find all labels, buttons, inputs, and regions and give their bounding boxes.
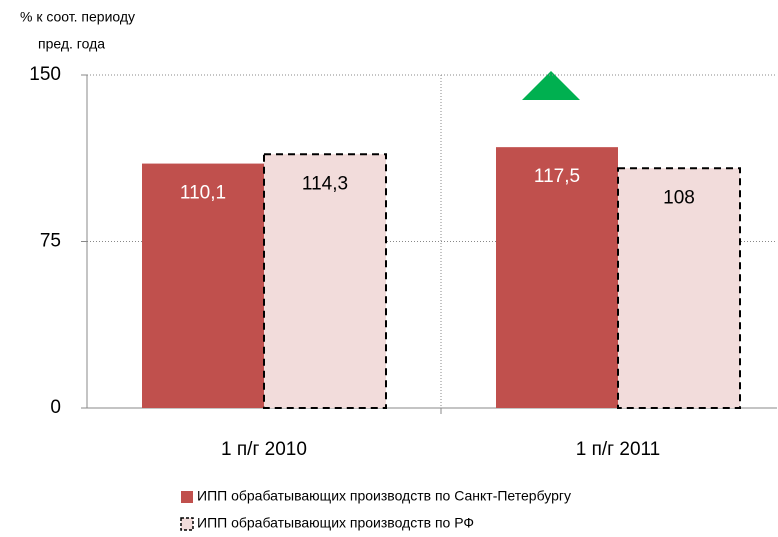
bar	[617, 167, 741, 409]
y-tick-label: 0	[50, 397, 61, 418]
legend-label: ИПП обрабатывающих производств по Санкт-…	[197, 488, 571, 504]
bar	[263, 153, 387, 409]
data-label: 117,5	[534, 166, 580, 187]
y-axis-label: пред. года	[38, 36, 105, 52]
y-tick-label: 150	[29, 64, 61, 85]
growth-marker	[522, 71, 580, 100]
data-label: 114,3	[302, 173, 348, 194]
y-axis-label: % к соот. периоду	[20, 9, 135, 25]
bar	[142, 163, 264, 408]
legend-swatch	[181, 491, 193, 503]
legend-label: ИПП обрабатывающих производств по РФ	[197, 515, 474, 531]
bar	[496, 147, 618, 408]
legend-swatch	[180, 517, 194, 531]
x-tick-label: 1 п/г 2011	[576, 439, 660, 460]
x-tick-label: 1 п/г 2010	[221, 439, 307, 460]
data-label: 108	[663, 187, 695, 208]
y-tick-label: 75	[40, 231, 61, 252]
data-label: 110,1	[180, 183, 226, 204]
